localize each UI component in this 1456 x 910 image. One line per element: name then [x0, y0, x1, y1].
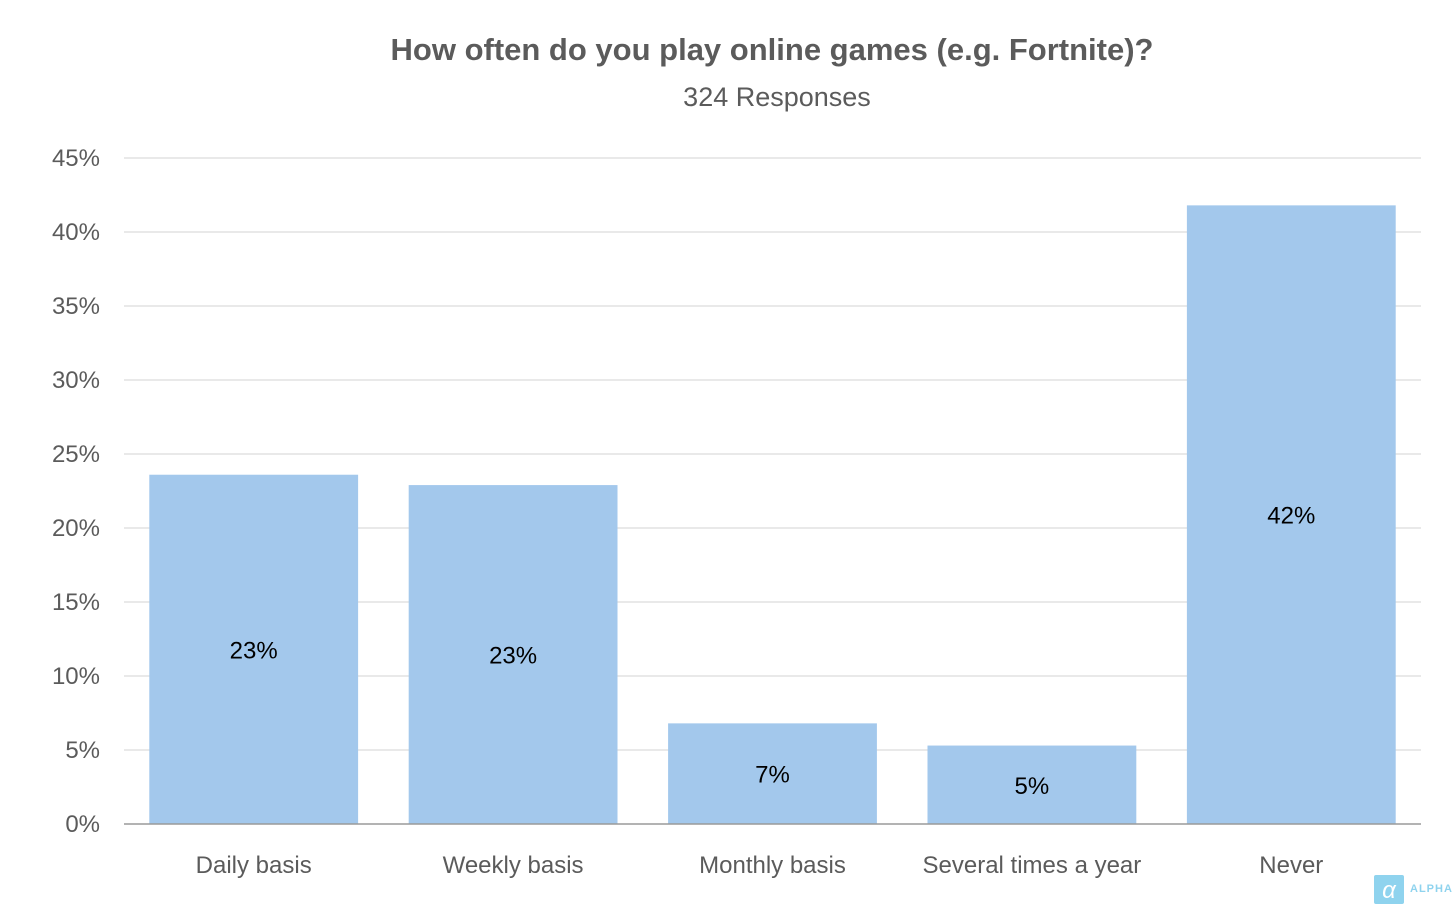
chart-subtitle: 324 Responses [683, 82, 871, 112]
y-tick-label: 20% [52, 515, 100, 542]
y-tick-label: 25% [52, 441, 100, 468]
y-tick-label: 45% [52, 145, 100, 172]
data-label: 23% [489, 643, 537, 670]
y-axis: 0% 5% 10% 15% 20% 25% 30% 35% 40% 45% [52, 145, 100, 838]
bar [149, 474, 359, 824]
data-label: 5% [1015, 773, 1050, 800]
alpha-glyph: α [1382, 877, 1397, 904]
x-tick-label: Several times a year [923, 852, 1142, 879]
y-tick-label: 35% [52, 293, 100, 320]
y-tick-label: 30% [52, 367, 100, 394]
bar [668, 723, 877, 824]
bar [1186, 205, 1396, 825]
data-label: 7% [755, 762, 790, 789]
alpha-logo-icon [1374, 875, 1404, 904]
x-tick-label: Daily basis [196, 852, 312, 879]
x-tick-label: Never [1259, 852, 1323, 879]
data-labels: 23% 23% 7% 5% 42% [230, 503, 1316, 800]
data-label: 42% [1267, 503, 1315, 530]
y-tick-label: 15% [52, 589, 100, 616]
alpha-wordmark: ALPHA [1410, 883, 1453, 895]
bar [408, 485, 618, 824]
y-tick-label: 40% [52, 219, 100, 246]
chart-title: How often do you play online games (e.g.… [391, 32, 1154, 67]
x-tick-label: Monthly basis [699, 852, 846, 879]
data-label: 23% [230, 637, 278, 664]
x-axis: Daily basis Weekly basis Monthly basis Seve… [196, 852, 1324, 879]
y-tick-label: 0% [65, 811, 100, 838]
x-tick-label: Weekly basis [443, 852, 584, 879]
y-tick-label: 5% [65, 737, 100, 764]
bars [149, 205, 1396, 825]
bar [927, 745, 1137, 824]
brand-logo: α ALPHA [1374, 875, 1453, 904]
y-tick-label: 10% [52, 663, 100, 690]
